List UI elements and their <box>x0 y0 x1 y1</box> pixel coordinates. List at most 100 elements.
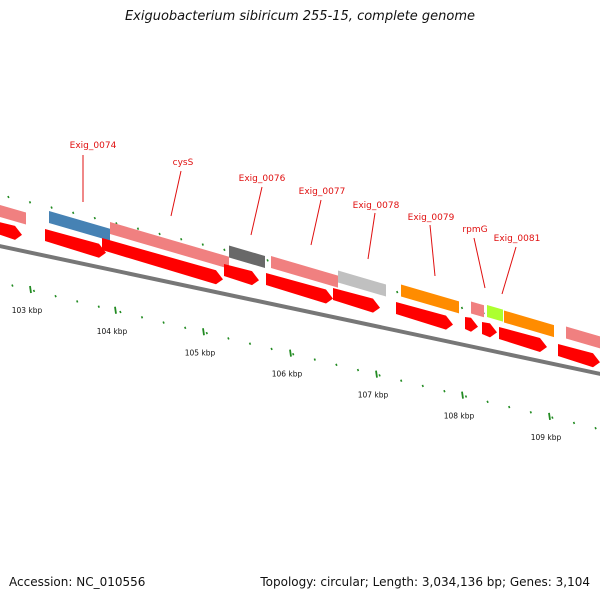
gene-block <box>504 310 554 338</box>
major-tick <box>29 285 32 294</box>
minor-tick <box>140 315 144 319</box>
major-tick <box>375 370 378 378</box>
minor-tick <box>93 216 96 220</box>
minor-tick <box>76 300 79 303</box>
minor-tick <box>270 347 273 351</box>
leader-line <box>170 170 182 217</box>
kbp-label: 106 kbp <box>272 370 303 379</box>
cds-arrow <box>499 327 547 352</box>
gene-label-cyss: cysS <box>173 158 194 168</box>
minor-tick <box>136 227 140 230</box>
minor-tick <box>201 243 204 246</box>
minor-tick <box>223 248 226 252</box>
minor-tick <box>32 289 36 293</box>
leader-line <box>310 199 322 246</box>
minor-tick <box>400 379 403 382</box>
minor-tick <box>572 421 576 425</box>
label-layer: Exig_0074 cysS Exig_0076 Exig_0077 Exig_0078… <box>70 141 541 295</box>
kbp-label: 103 kbp <box>12 306 43 315</box>
gene-block <box>271 256 338 288</box>
cds-arrow <box>0 222 22 240</box>
gene-block <box>566 326 600 349</box>
cds-arrow <box>396 302 453 330</box>
leader-line <box>501 246 517 295</box>
minor-tick <box>180 237 183 241</box>
kbp-layer: 103 kbp 104 kbp 105 kbp 106 kbp 107 kbp 108 k… <box>12 306 562 442</box>
cds-arrow <box>224 264 259 286</box>
gene-block <box>401 284 459 314</box>
minor-tick <box>335 363 338 367</box>
gene-label-exig_0077: Exig_0077 <box>299 187 346 197</box>
cds-arrow <box>266 273 333 304</box>
minor-tick <box>421 384 424 388</box>
minor-tick <box>356 368 360 372</box>
gene-block <box>487 305 503 322</box>
minor-tick <box>28 200 32 204</box>
gene-label-exig_0076: Exig_0076 <box>239 174 286 184</box>
gene-block <box>229 245 265 269</box>
accession-text: Accession: NC_010556 <box>9 575 146 589</box>
gene-block <box>110 222 229 269</box>
leader-line <box>429 224 436 277</box>
genome-backbone <box>0 244 600 376</box>
gene-label-exig_0074: Exig_0074 <box>70 141 117 151</box>
minor-tick <box>7 195 10 199</box>
minor-tick <box>266 259 269 262</box>
minor-tick <box>486 400 489 404</box>
minor-tick <box>464 395 468 398</box>
minor-tick <box>378 374 381 377</box>
kbp-label: 108 kbp <box>444 412 475 421</box>
minor-tick <box>205 331 208 335</box>
gene-block <box>471 301 484 318</box>
minor-tick <box>443 389 446 393</box>
minor-tick <box>97 305 100 309</box>
major-tick <box>461 391 464 399</box>
minor-tick <box>11 284 14 287</box>
minor-tick <box>529 411 532 414</box>
genome-summary-text: Topology: circular; Length: 3,034,136 bp… <box>260 575 590 589</box>
minor-tick <box>551 416 554 419</box>
gene-block <box>338 270 386 297</box>
minor-tick <box>119 310 122 314</box>
major-tick <box>548 412 551 421</box>
minor-tick <box>227 337 230 340</box>
major-tick <box>202 328 205 336</box>
major-tick <box>289 349 292 357</box>
major-tick <box>114 306 117 314</box>
minor-tick <box>158 232 161 236</box>
minor-tick <box>72 211 75 215</box>
kbp-label: 107 kbp <box>358 391 389 400</box>
kbp-label: 104 kbp <box>97 327 128 336</box>
gene-layer <box>0 204 600 349</box>
minor-tick <box>50 206 53 209</box>
kbp-label: 105 kbp <box>185 348 216 357</box>
gene-block <box>49 211 110 241</box>
leader-line <box>367 212 376 260</box>
map-title: Exiguobacterium sibiricum 255-15, comple… <box>124 9 476 24</box>
kbp-label: 109 kbp <box>531 433 562 442</box>
gene-label-exig_0078: Exig_0078 <box>353 201 400 211</box>
minor-tick <box>292 352 295 356</box>
minor-tick <box>54 294 57 298</box>
minor-tick <box>184 326 187 330</box>
cds-layer <box>0 222 600 368</box>
cds-arrow <box>333 288 380 313</box>
cds-arrow <box>482 322 497 338</box>
cds-arrow <box>465 317 478 332</box>
backbone-layer <box>0 244 600 376</box>
minor-tick <box>460 306 464 310</box>
gene-label-exig_0081: Exig_0081 <box>494 234 541 244</box>
gene-block <box>0 204 26 225</box>
gene-label-rpmg: rpmG <box>462 225 487 235</box>
leader-line <box>250 186 263 236</box>
gene-label-exig_0079: Exig_0079 <box>408 213 455 223</box>
minor-tick <box>248 342 252 345</box>
minor-tick <box>396 290 399 294</box>
minor-tick <box>162 321 165 324</box>
minor-tick <box>508 405 511 409</box>
cds-arrow <box>45 229 106 258</box>
cds-arrow <box>558 344 600 368</box>
minor-tick <box>313 358 316 361</box>
cds-arrow <box>102 238 223 285</box>
